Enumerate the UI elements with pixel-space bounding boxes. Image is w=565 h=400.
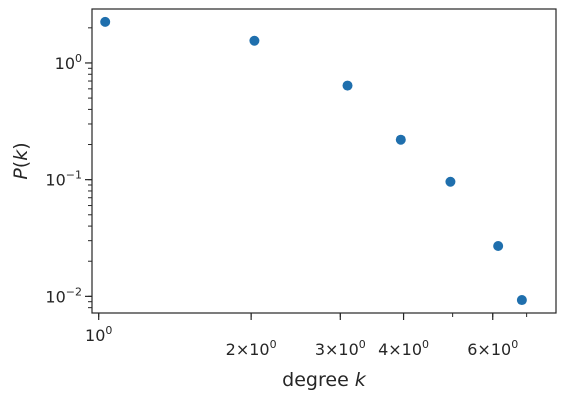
x-tick-label: 3×100 [315,338,366,359]
x-tick-label: 4×100 [378,338,429,359]
data-point [516,295,527,306]
data-point [342,80,353,91]
x-axis-label: degree k [282,369,367,391]
y-axis-label: P(k) [10,142,32,179]
plot-area [91,8,557,314]
x-tick-label: 6×100 [467,338,518,359]
x-tick-label: 100 [85,324,112,345]
data-point [249,35,260,46]
data-point [445,176,456,187]
y-axis: 10−2 10−1 100 [45,27,92,309]
x-tick-label: 2×100 [226,338,277,359]
data-point [395,134,406,145]
y-tick-label: 10−2 [45,285,82,306]
x-axis: 100 2×100 3×100 4×100 6×100 [85,313,528,359]
data-points [100,16,527,306]
data-point [493,241,504,252]
data-point [100,16,111,27]
y-tick-label: 10−1 [45,169,82,190]
y-tick-label: 100 [55,52,82,73]
